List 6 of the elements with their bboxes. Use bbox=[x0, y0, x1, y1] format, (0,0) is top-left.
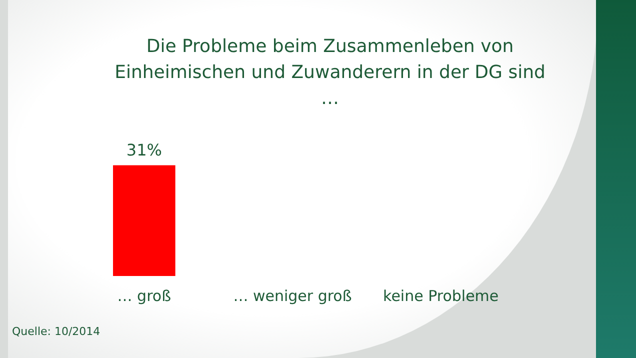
source-note: Quelle: 10/2014 bbox=[12, 325, 100, 338]
chart-title: Die Probleme beim Zusammenleben von Einheimischen und Zuwanderern in der DG sind … bbox=[114, 35, 546, 111]
x-tick-label: … weniger groß bbox=[233, 286, 352, 305]
x-tick-label: keine Probleme bbox=[383, 286, 499, 305]
data-label: 31% bbox=[126, 140, 162, 160]
x-tick-label: … groß bbox=[117, 286, 172, 305]
